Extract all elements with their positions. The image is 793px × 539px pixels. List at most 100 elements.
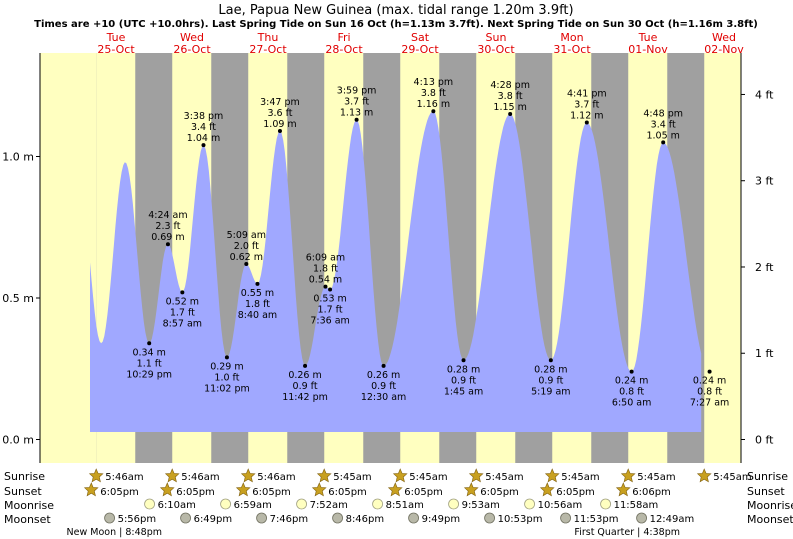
tide-point: [244, 262, 249, 267]
tide-label: 11:02 pm: [204, 383, 250, 394]
moonset-icon: [256, 512, 267, 524]
chart-title: Lae, Papua New Guinea (max. tidal range …: [218, 3, 573, 18]
moon-phase-new: New Moon | 8:48pm: [67, 527, 162, 538]
day-header-dow: Tue: [638, 31, 658, 44]
sunrise-time: 5:45am: [485, 472, 523, 483]
tide-point: [381, 363, 386, 368]
moonset-time: 6:49pm: [194, 514, 233, 525]
tide-label: 0.34 m: [132, 347, 165, 358]
tide-label: 1.0 ft: [214, 372, 239, 383]
moonrise-time: 11:58am: [614, 500, 659, 511]
sun-star-icon: [159, 482, 175, 497]
sunset-time: 6:05pm: [328, 487, 367, 498]
tide-label: 3.6 ft: [267, 108, 292, 119]
tide-label: 0.9 ft: [293, 381, 318, 392]
tide-point: [707, 369, 712, 374]
tide-label: 5:09 am: [227, 230, 266, 241]
tide-label: 1.1 ft: [137, 358, 162, 369]
sunset-time: 6:05pm: [556, 487, 595, 498]
tide-label: 0.24 m: [693, 376, 726, 387]
sunrise-time: 5:45am: [409, 472, 447, 483]
day-header-date: 31-Oct: [553, 43, 591, 56]
day-header-dow: Mon: [560, 31, 583, 44]
day-header-dow: Thu: [257, 31, 279, 44]
moonset-icon: [104, 512, 115, 524]
y-tick-label-ft: 1 ft: [755, 347, 774, 360]
sun-star-icon: [240, 468, 256, 483]
tide-label: 0.53 m: [313, 294, 346, 305]
tide-label: 0.28 m: [447, 364, 480, 375]
day-header-dow: Wed: [712, 31, 736, 44]
tide-label: 0.29 m: [210, 361, 243, 372]
sunset-time: 6:05pm: [404, 487, 443, 498]
tide-label: 4:13 pm: [414, 77, 454, 88]
tide-label: 6:09 am: [306, 253, 345, 264]
day-header-dow: Sat: [411, 31, 430, 44]
moonrise-icon: [372, 498, 383, 510]
moonrise-icon: [144, 498, 155, 510]
moonset-time: 7:46pm: [270, 514, 309, 525]
row-label-sunrise-right: Sunrise: [747, 470, 788, 483]
moonrise-icon: [448, 498, 459, 510]
tide-label: 0.24 m: [615, 376, 648, 387]
day-header-date: 29-Oct: [401, 43, 439, 56]
tide-point: [255, 281, 260, 286]
moon-phase-first-quarter: First Quarter | 4:38pm: [574, 527, 680, 538]
y-tick-label-m: 0.5 m: [2, 292, 34, 305]
tide-point: [328, 287, 333, 292]
day-header-dow: Tue: [106, 31, 126, 44]
moonrise-time: 10:56am: [538, 500, 583, 511]
moonset-time: 5:56pm: [118, 514, 157, 525]
tide-label: 3.7 ft: [574, 100, 599, 111]
tide-point: [224, 355, 229, 360]
sun-star-icon: [544, 468, 560, 483]
sun-star-icon: [83, 482, 99, 497]
tide-label: 2.3 ft: [155, 221, 180, 232]
sunrise-time: 5:46am: [257, 472, 295, 483]
y-tick-label-ft: 3 ft: [755, 175, 774, 188]
day-header-date: 26-Oct: [173, 43, 211, 56]
tide-point: [354, 117, 359, 122]
y-tick-label-ft: 2 ft: [755, 261, 774, 274]
sun-star-icon: [696, 468, 712, 483]
y-tick-label-m: 1.0 m: [2, 151, 34, 164]
sunrise-time: 5:45am: [637, 472, 675, 483]
tide-label: 3:59 pm: [337, 86, 377, 97]
tide-label: 1.15 m: [493, 102, 526, 113]
sun-star-icon: [316, 468, 332, 483]
tide-point: [661, 140, 666, 145]
tide-point: [165, 242, 170, 247]
sunset-time: 6:06pm: [632, 487, 671, 498]
sunset-time: 6:05pm: [100, 487, 139, 498]
tide-curve: [90, 111, 702, 433]
tide-label: 1.09 m: [263, 119, 296, 130]
row-label-moonset-right: Moonset: [747, 513, 793, 526]
tide-point: [508, 112, 513, 117]
tide-label: 0.26 m: [367, 370, 400, 381]
y-tick-label-ft: 4 ft: [755, 88, 774, 101]
sun-star-icon: [615, 482, 631, 497]
sun-star-icon: [311, 482, 327, 497]
tide-point: [584, 120, 589, 125]
tide-label: 3.4 ft: [191, 122, 216, 133]
tide-label: 1.7 ft: [170, 307, 195, 318]
moonset-icon: [484, 512, 495, 524]
y-tick-label-ft: 0 ft: [755, 434, 774, 447]
tide-label: 0.55 m: [241, 288, 274, 299]
tide-label: 11:42 pm: [282, 392, 328, 403]
tide-point: [201, 143, 206, 148]
tide-label: 7:27 am: [690, 398, 729, 409]
tide-label: 10:29 pm: [126, 369, 172, 380]
tide-label: 1:45 am: [444, 386, 483, 397]
day-headers: Tue25-OctWed26-OctThu27-OctFri28-OctSat2…: [97, 31, 744, 56]
tide-label: 4:24 am: [148, 210, 187, 221]
tide-label: 3.7 ft: [344, 97, 369, 108]
tide-label: 1.8 ft: [313, 264, 338, 275]
sunrise-time: 5:45am: [713, 472, 751, 483]
day-header-date: 01-Nov: [628, 43, 668, 56]
tide-point: [629, 369, 634, 374]
tide-label: 0.8 ft: [619, 387, 644, 398]
tide-label: 12:30 am: [361, 392, 406, 403]
